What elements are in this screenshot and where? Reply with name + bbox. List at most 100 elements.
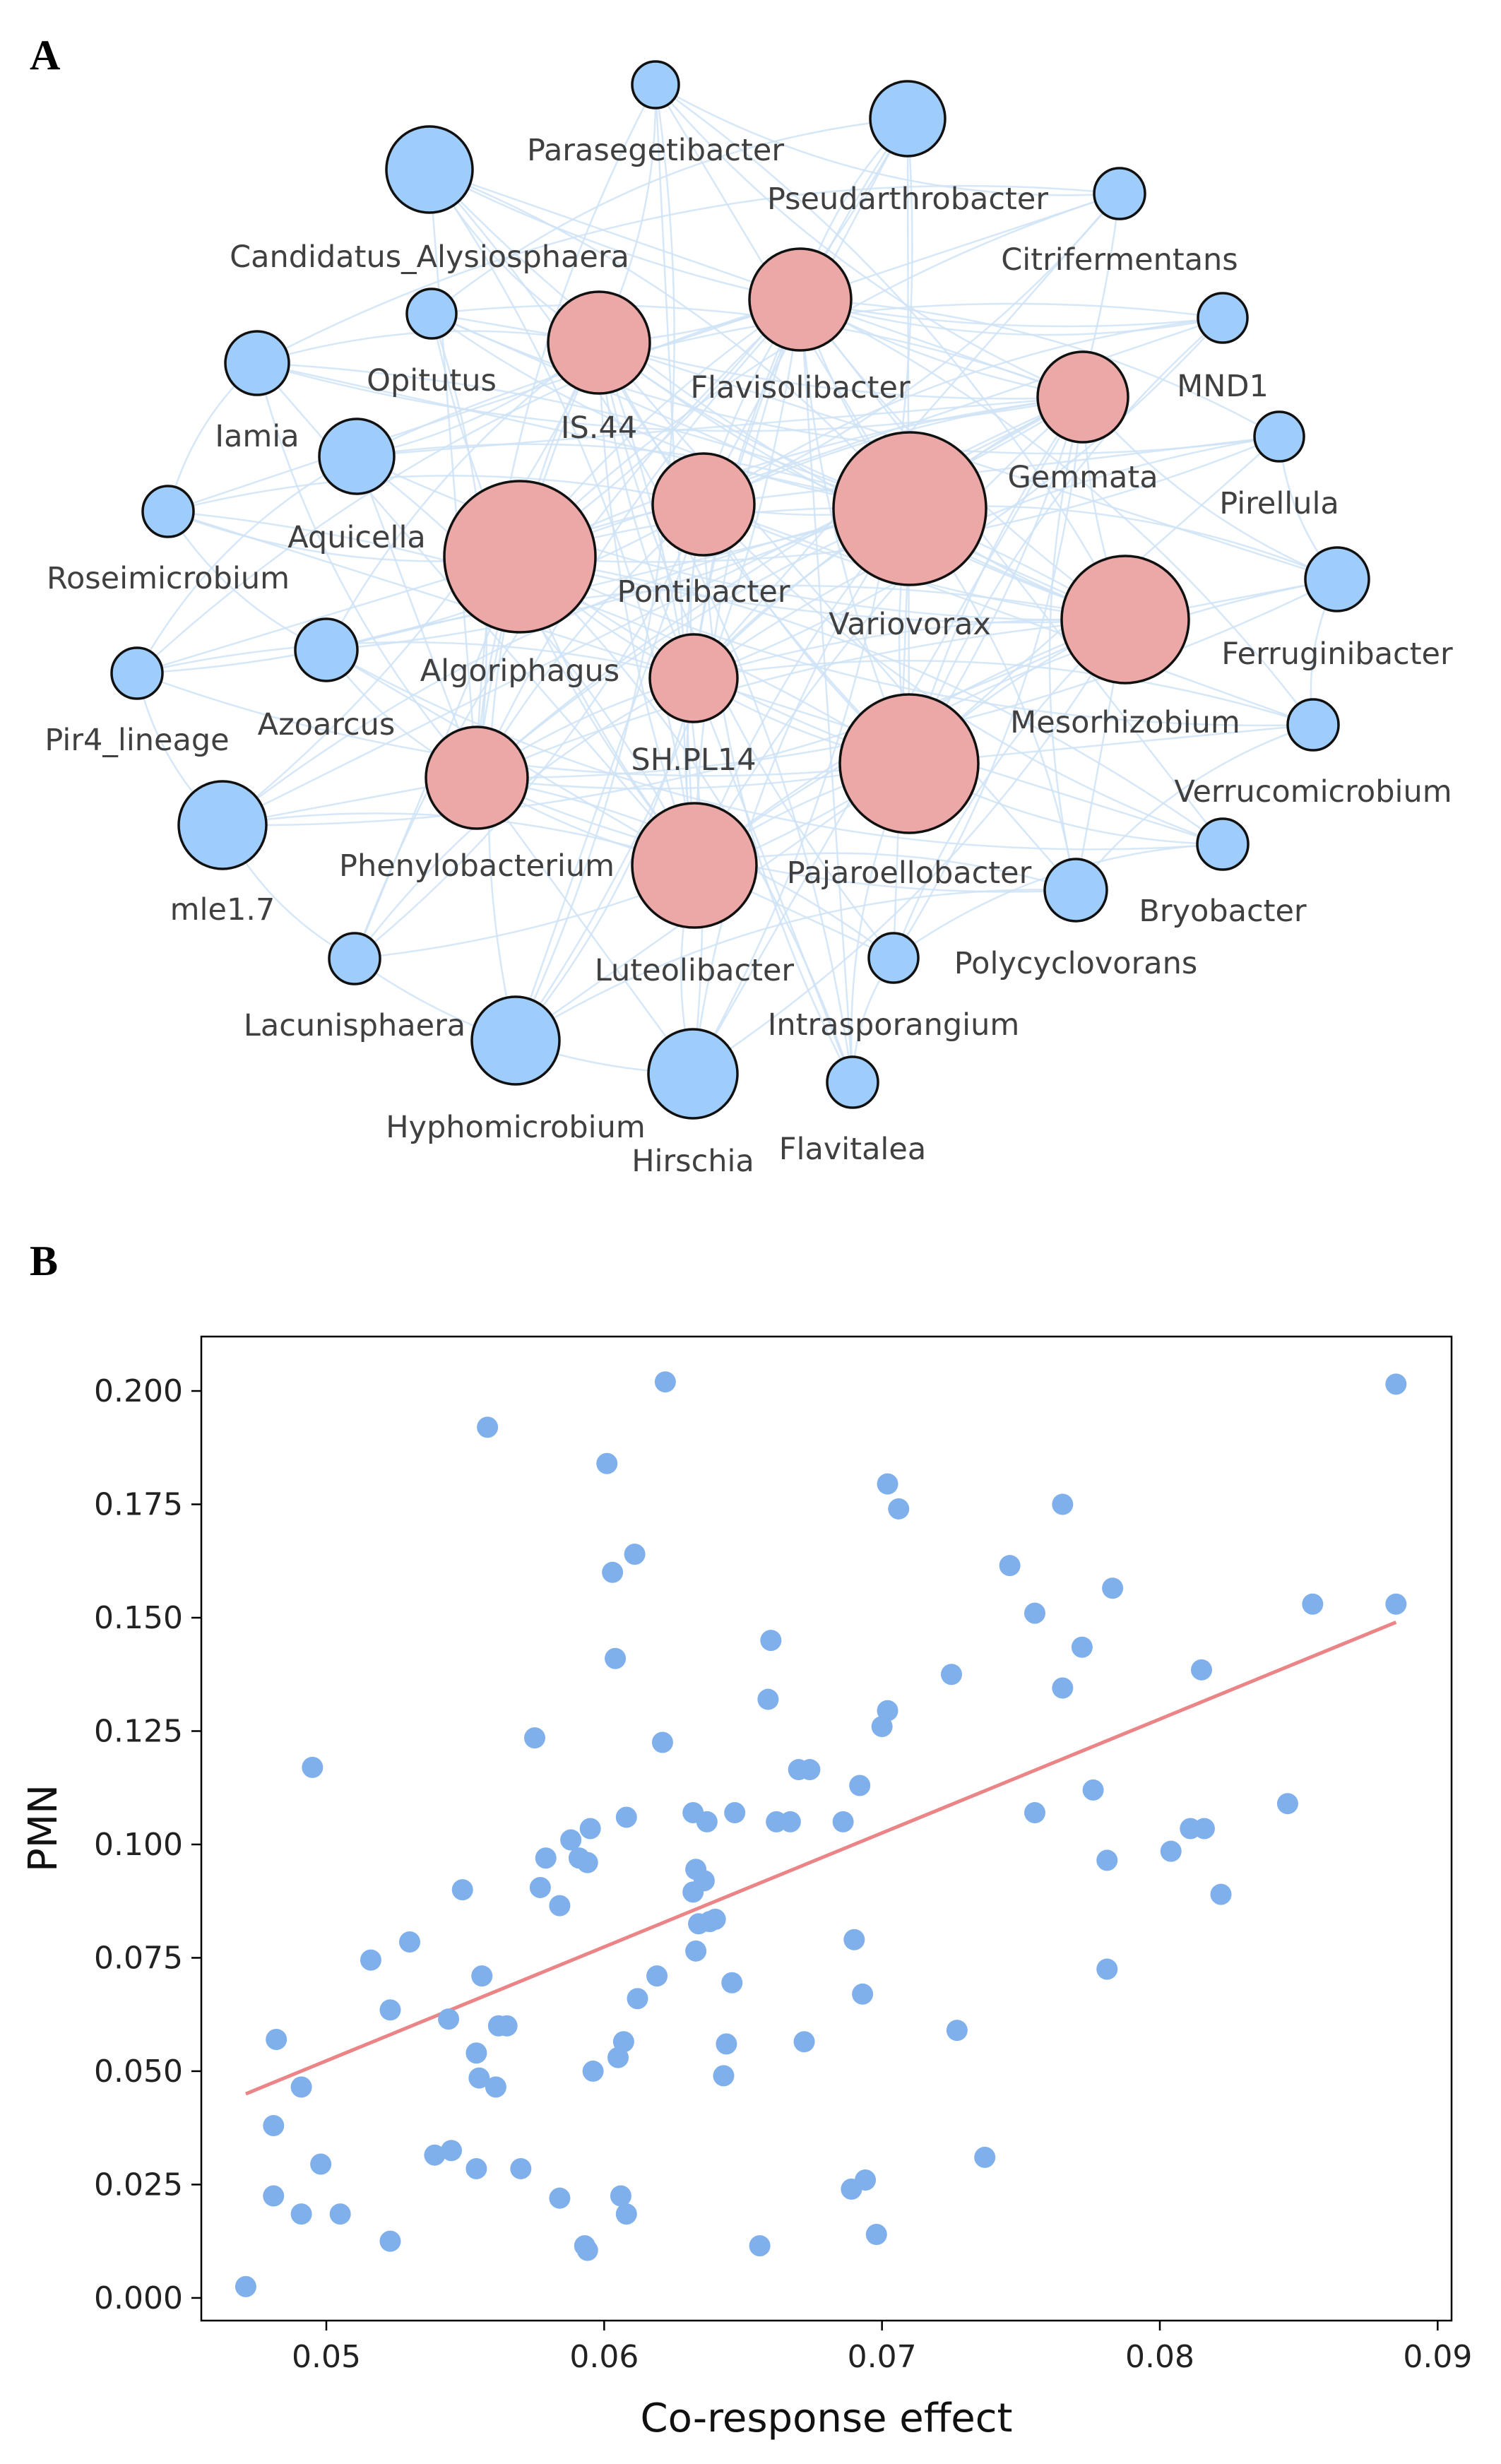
scatter-chart: 0.05 0.06 0.07 0.08 0.09 0.000 0.025 0.050 0.07…: [20, 1335, 1472, 2441]
network-edge: [515, 677, 695, 1041]
node-label-hyphomicrobium: Hyphomicrobium: [386, 1110, 646, 1145]
scatter-point: [576, 1852, 598, 1873]
network-edge: [692, 619, 1127, 1075]
node-opitutus: [405, 288, 458, 340]
panel-b-letter: B: [30, 1238, 58, 1284]
scatter-point: [529, 1876, 551, 1898]
scatter-point: [424, 2144, 446, 2166]
scatter-point: [1096, 1958, 1118, 1980]
node-label-variovorax: Variovorax: [829, 607, 991, 642]
network-edge: [519, 556, 854, 1083]
scatter-point: [693, 1870, 715, 1892]
scatter-point: [579, 1818, 601, 1840]
scatter-point: [1052, 1677, 1074, 1699]
node-mnd1: [1197, 292, 1249, 344]
scatter-point: [1096, 1849, 1118, 1871]
node-label-lacunisphaera: Lacunisphaera: [244, 1008, 465, 1043]
scatter-point: [602, 1561, 624, 1583]
network-edge: [694, 578, 1338, 866]
network-edge: [692, 508, 911, 1074]
scatter-point: [865, 2224, 887, 2246]
node-gemmata: [1036, 350, 1129, 444]
regression-line: [244, 1621, 1397, 2096]
scatter-point: [877, 1700, 898, 1722]
scatter-point: [560, 1829, 582, 1851]
node-label-candidatus-alysiosphaera: Candidatus_Alysiosphaera: [230, 239, 629, 275]
scatter-point: [605, 1647, 627, 1669]
scatter-point: [685, 1940, 707, 1962]
node-pontibacter: [651, 452, 756, 557]
network-edge: [256, 184, 1120, 365]
node-label-luteolibacter: Luteolibacter: [595, 953, 795, 988]
network-edge: [703, 435, 1280, 506]
y-axis-ticks: 0.000 0.025 0.050 0.075 0.100 0.125 0.150 0.175…: [94, 1373, 201, 2316]
node-label-bryobacter: Bryobacter: [1139, 894, 1307, 929]
network-edge: [429, 169, 1126, 621]
network-edge: [167, 298, 801, 513]
scatter-point: [654, 1371, 676, 1393]
scatter-point: [612, 2031, 634, 2053]
scatter-point: [749, 2235, 771, 2257]
network-edge: [692, 677, 854, 1083]
scatter-point: [832, 1811, 854, 1832]
x-tick-label: 0.07: [848, 2339, 917, 2375]
scatter-point: [266, 2029, 287, 2050]
scatter-point: [399, 1931, 420, 1953]
network-edge: [326, 507, 910, 651]
network-edge: [800, 298, 1223, 336]
scatter-point: [496, 2015, 518, 2037]
scatter-point: [235, 2275, 256, 2297]
scatter-point: [615, 2203, 637, 2225]
scatter-point: [477, 1416, 499, 1438]
scatter-point: [582, 2060, 604, 2082]
y-tick-label: 0.025: [94, 2167, 183, 2203]
network-edge: [326, 396, 1084, 651]
scatter-point: [468, 2067, 490, 2089]
scatter-point: [379, 2230, 401, 2252]
node-verrucomicrobium: [1286, 698, 1340, 752]
y-axis-label: PMN: [20, 1784, 66, 1872]
node-intrasporangium: [867, 932, 920, 984]
network-edge: [1048, 396, 1084, 891]
scatter-point: [724, 1802, 746, 1824]
scatter-point: [471, 1965, 493, 1987]
node-label-phenylobacterium: Phenylobacterium: [339, 848, 615, 884]
network-edge: [222, 618, 1126, 827]
scatter-point: [852, 1983, 874, 2005]
y-tick-label: 0.125: [94, 1713, 183, 1749]
node-label-sh-pl14: SH.PL14: [631, 742, 756, 778]
scatter-point: [290, 2076, 312, 2098]
y-tick-label: 0.150: [94, 1600, 183, 1636]
network-edge: [475, 84, 657, 778]
scatter-points: [235, 1371, 1407, 2297]
node-sh-pl14: [648, 633, 739, 723]
node-label-is-44: IS.44: [561, 410, 637, 446]
network-edge: [136, 298, 801, 674]
network-edge: [598, 342, 1076, 891]
scatter-point: [651, 1731, 673, 1753]
scatter-point: [877, 1473, 898, 1495]
node-pajaroellobacter: [838, 693, 980, 834]
node-label-pajaroellobacter: Pajaroellobacter: [787, 855, 1032, 891]
scatter-point: [646, 1965, 668, 1987]
node-label-ferruginibacter: Ferruginibacter: [1221, 636, 1453, 672]
node-label-verrucomicrobium: Verrucomicrobium: [1174, 774, 1452, 810]
node-parasegetibacter: [631, 60, 680, 109]
node-flavisolibacter: [748, 247, 853, 352]
y-tick-label: 0.075: [94, 1940, 183, 1976]
network-edge: [519, 555, 1126, 624]
scatter-point: [716, 2033, 737, 2055]
scatter-point: [1385, 1593, 1407, 1615]
scatter-point: [596, 1452, 618, 1474]
node-label-intrasporangium: Intrasporangium: [768, 1007, 1020, 1043]
network-edge: [326, 648, 1223, 851]
network-edge: [514, 84, 675, 1041]
scatter-point: [1276, 1793, 1298, 1815]
network-edge: [256, 362, 1126, 621]
scatter-point: [1302, 1593, 1324, 1615]
node-iamia: [224, 330, 290, 396]
network-edge: [325, 341, 600, 651]
y-tick-label: 0.050: [94, 2054, 183, 2090]
network-edge: [519, 316, 1223, 558]
